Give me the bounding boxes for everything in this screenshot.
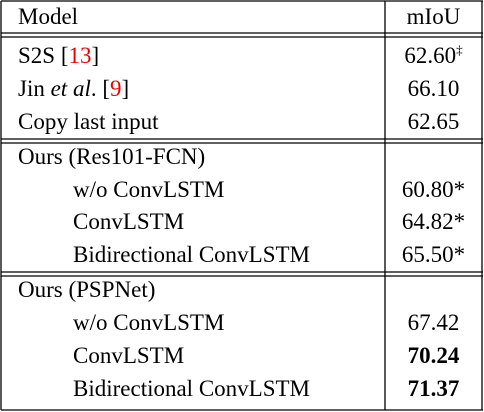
value: 62.60 bbox=[404, 43, 457, 68]
model: ConvLSTM bbox=[73, 209, 185, 234]
text: ] bbox=[121, 76, 130, 101]
group-title: Ours (Res101-FCN) bbox=[18, 144, 206, 169]
note-mark: ‡ bbox=[456, 42, 463, 57]
model: Copy last input bbox=[18, 109, 159, 134]
citation: 9 bbox=[110, 76, 122, 101]
miou: 67.42 bbox=[407, 310, 460, 335]
model: Bidirectional ConvLSTM bbox=[73, 242, 311, 267]
miou: 71.37 bbox=[407, 376, 460, 401]
model: S2S [13] bbox=[18, 42, 99, 70]
model: w/o ConvLSTM bbox=[73, 310, 225, 335]
model: Jin et al. [9] bbox=[18, 75, 129, 103]
model: ConvLSTM bbox=[73, 343, 185, 368]
citation: 13 bbox=[68, 43, 92, 68]
header-miou: mIoU bbox=[406, 4, 461, 29]
miou: 62.60‡ bbox=[385, 42, 482, 70]
miou: 65.50* bbox=[401, 242, 466, 267]
model: w/o ConvLSTM bbox=[73, 177, 225, 202]
header-model: Model bbox=[18, 4, 79, 29]
miou: 62.65 bbox=[407, 109, 460, 134]
text: ] bbox=[91, 43, 100, 68]
text: Jin bbox=[18, 76, 51, 101]
model: Bidirectional ConvLSTM bbox=[73, 376, 311, 401]
text: et al bbox=[50, 76, 91, 101]
miou: 66.10 bbox=[407, 76, 460, 101]
miou: 70.24 bbox=[407, 343, 460, 368]
text: S2S [ bbox=[18, 43, 69, 68]
miou: 60.80* bbox=[401, 177, 466, 202]
text: . [ bbox=[90, 76, 111, 101]
miou: 64.82* bbox=[401, 209, 466, 234]
group-title: Ours (PSPNet) bbox=[18, 277, 156, 302]
